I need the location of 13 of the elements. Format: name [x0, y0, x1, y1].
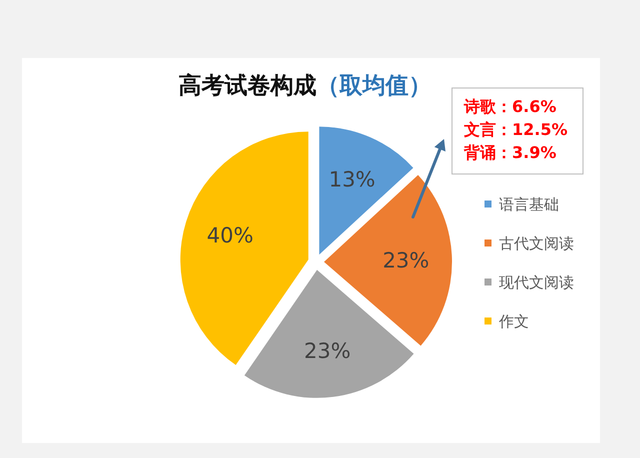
legend-label: 语言基础 — [499, 196, 559, 214]
subtitle: （取均值） — [316, 72, 432, 99]
legend-label: 古代文阅读 — [499, 234, 574, 252]
data-label: 23% — [382, 248, 430, 273]
annotation: 文言：12.5% — [464, 120, 568, 139]
data-label: 13% — [328, 168, 376, 192]
annotation: 诗歌：6.6% — [464, 97, 556, 116]
legend-label: 作文 — [499, 312, 529, 330]
legend-label: 现代文阅读 — [499, 274, 574, 292]
title: 高考试卷构成 — [178, 72, 316, 99]
data-label: 23% — [304, 339, 351, 364]
annotation: 背诵：3.9% — [464, 143, 556, 162]
data-label: 40% — [206, 223, 254, 248]
